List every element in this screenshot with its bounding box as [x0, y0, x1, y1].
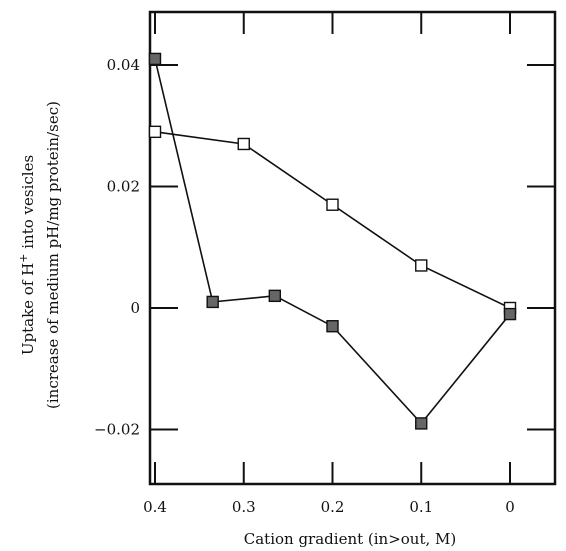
x-axis-title: Cation gradient (in>out, M) [244, 530, 457, 548]
plot-frame [148, 10, 557, 486]
data-point-open-square [326, 198, 339, 211]
x-tick-label: 0.1 [409, 498, 433, 516]
data-point-filled-square [415, 417, 428, 430]
series-open-square [148, 125, 517, 315]
data-point-open-square [148, 125, 162, 139]
x-tick-label: 0.2 [321, 498, 345, 516]
y-axis-title-line1: Uptake of H+ into vesicles [17, 155, 37, 355]
series-layer [148, 52, 517, 430]
data-point-filled-square [503, 307, 517, 321]
y-tick-label: −0.02 [94, 421, 140, 439]
data-point-filled-square [206, 295, 219, 309]
y-tick-label: 0 [130, 299, 140, 317]
x-tick-labels: 0.4 0.3 0.2 0.1 0 [143, 498, 515, 516]
data-point-filled-square [148, 52, 162, 66]
y-tick-labels: 0.04 0.02 0 −0.02 [94, 56, 140, 439]
series-filled-square [148, 52, 517, 430]
y-axis-title-line2: (increase of medium pH/mg protein/sec) [44, 101, 62, 409]
y-tick-label: 0.02 [107, 178, 140, 196]
data-point-filled-square [268, 289, 282, 303]
x-tick-label: 0.4 [143, 498, 167, 516]
x-tick-label: 0 [505, 498, 515, 516]
data-point-open-square [237, 137, 250, 151]
y-axis-title-part2: into vesicles [19, 155, 37, 254]
y-axis-title-part1: Uptake of H [19, 263, 37, 355]
x-tick-label: 0.3 [232, 498, 256, 516]
tick-marks [150, 12, 555, 484]
data-point-filled-square [326, 320, 339, 333]
series-line-filled-square [154, 58, 511, 425]
y-axis-title-superscript: + [17, 254, 30, 263]
data-point-open-square [415, 259, 428, 272]
y-tick-label: 0.04 [107, 56, 140, 74]
